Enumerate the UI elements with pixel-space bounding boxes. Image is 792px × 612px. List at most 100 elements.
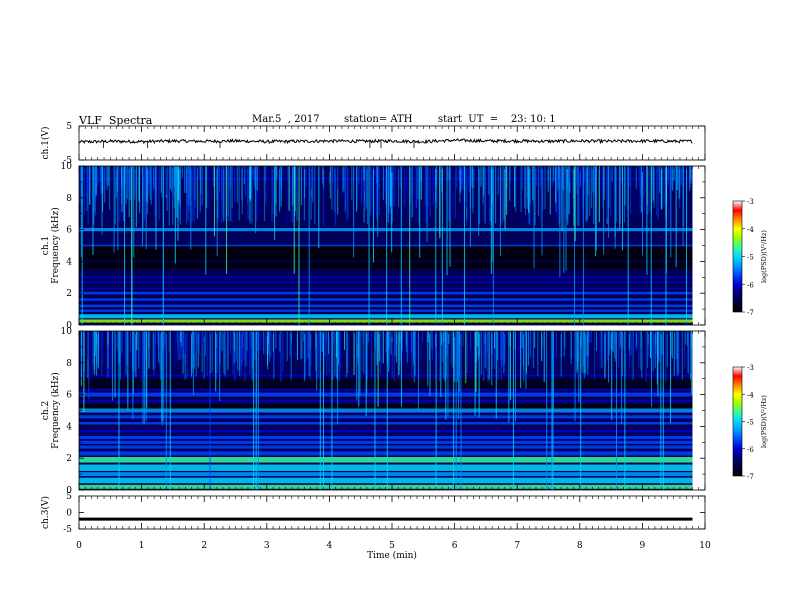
spectrogram-speckle	[332, 166, 334, 183]
spectrogram-speckle	[234, 166, 236, 203]
spectrogram-streak	[509, 166, 511, 201]
spectrogram-streak	[525, 331, 527, 374]
spectrogram-speckle	[385, 331, 387, 348]
x-tick-label: 7	[514, 541, 520, 551]
spectrogram-speckle	[315, 331, 317, 372]
spectrogram-speckle	[184, 166, 186, 194]
spectrogram-streak	[387, 166, 389, 223]
spectrogram-speckle	[125, 166, 127, 204]
date-label: Mar.5 , 2017	[252, 114, 320, 125]
y-tick-label: 2	[66, 289, 72, 299]
spectrogram-speckle	[526, 166, 528, 199]
spectrogram-speckle	[151, 166, 154, 201]
spectrogram-speckle	[338, 331, 340, 382]
spectrogram-speckle	[532, 331, 535, 369]
spectrogram-speckle	[407, 166, 409, 221]
spectrogram-speckle	[314, 166, 316, 225]
spectrogram-speckle	[241, 166, 243, 200]
spectrogram-streak	[417, 331, 419, 410]
spectrogram-speckle	[614, 331, 617, 362]
spectrogram-streak	[389, 166, 391, 207]
spectrogram-speckle	[681, 331, 683, 380]
spectrogram-streak	[612, 331, 614, 352]
spectrogram-streak	[409, 166, 411, 325]
spectrogram-speckle	[106, 166, 108, 191]
spectrogram-speckle	[458, 166, 460, 182]
colorbar-tick-label: -6	[747, 281, 754, 289]
spectrogram-speckle	[486, 166, 488, 186]
spectrogram-speckle	[491, 331, 493, 349]
spectrogram-speckle	[245, 331, 247, 366]
spectrogram-streak	[413, 331, 415, 383]
spectrogram-band	[79, 319, 693, 323]
spectrogram-speckle	[125, 331, 127, 375]
spectrogram-band	[79, 304, 693, 308]
spectrogram-speckle	[635, 331, 638, 348]
spectrogram-speckle	[178, 331, 181, 358]
spectrogram-speckle	[514, 166, 517, 201]
spectrogram-speckle	[275, 166, 277, 217]
spectrogram-streak	[456, 331, 458, 382]
spectrogram-speckle	[656, 166, 658, 217]
spectrogram-streak	[494, 331, 496, 349]
spectrogram-speckle	[631, 331, 633, 366]
y-tick-label: 8	[66, 359, 72, 369]
spectrogram-streak	[555, 166, 557, 204]
spectrogram-speckle	[608, 331, 610, 349]
y-tick-label: 8	[66, 194, 72, 204]
spectrogram-streak	[169, 331, 171, 490]
spectrogram-streak	[97, 331, 99, 368]
spectrogram-speckle	[580, 331, 582, 348]
spectrogram-streak	[420, 166, 422, 200]
spectrogram-speckle	[310, 166, 312, 190]
spectrogram-streak	[652, 166, 654, 200]
spectrogram-speckle	[479, 331, 481, 355]
spectrogram-speckle	[345, 331, 348, 378]
spectrogram-streak	[568, 166, 570, 215]
spectrogram-speckle	[215, 166, 218, 201]
spectrogram-streak	[574, 331, 576, 422]
spectrogram-streak	[426, 166, 428, 242]
spectrogram-speckle	[667, 166, 670, 185]
spectrogram-speckle	[622, 331, 624, 348]
spectrogram-speckle	[689, 166, 691, 191]
spectrogram-speckle	[439, 331, 441, 368]
spectrogram-streak	[132, 331, 134, 420]
spectrogram-speckle	[122, 331, 124, 365]
spectrogram-speckle	[645, 331, 647, 382]
spectrogram-speckle	[185, 166, 188, 193]
spectrogram-speckle	[390, 331, 392, 355]
spectrogram-speckle	[337, 166, 339, 215]
spectrogram-speckle	[469, 331, 472, 351]
spectrogram-streak	[660, 331, 662, 490]
spectrogram-streak	[400, 166, 402, 325]
spectrogram-speckle	[154, 331, 156, 369]
spectrogram-band	[79, 287, 693, 290]
spectrogram-speckle	[93, 166, 95, 225]
spectrogram-speckle	[640, 331, 642, 370]
spectrogram-speckle	[588, 331, 591, 343]
spectrogram-streak	[216, 166, 218, 257]
spectrogram-speckle	[285, 331, 287, 348]
spectrogram-speckle	[673, 166, 675, 181]
spectrogram-streak	[580, 331, 582, 490]
spectrogram-speckle	[507, 331, 509, 343]
spectrogram-speckle	[364, 166, 366, 212]
spectrogram-speckle	[140, 331, 142, 382]
spectrogram-speckle	[213, 166, 215, 187]
spectrogram-streak	[439, 166, 441, 239]
spectrogram-streak	[528, 166, 530, 213]
spectrogram-speckle	[648, 331, 650, 358]
spectrogram-speckle	[227, 331, 229, 371]
spectrogram-speckle	[397, 166, 400, 207]
spectrogram-speckle	[87, 331, 89, 359]
spectrogram-speckle	[104, 166, 106, 203]
spectrogram-band	[79, 268, 693, 271]
spectrogram-speckle	[553, 166, 555, 182]
spectrogram-speckle	[379, 331, 381, 374]
spectrogram-speckle	[404, 166, 406, 200]
spectrogram-streak	[155, 166, 157, 250]
x-axis-label: Time (min)	[367, 550, 417, 561]
spectrogram-speckle	[270, 331, 272, 358]
